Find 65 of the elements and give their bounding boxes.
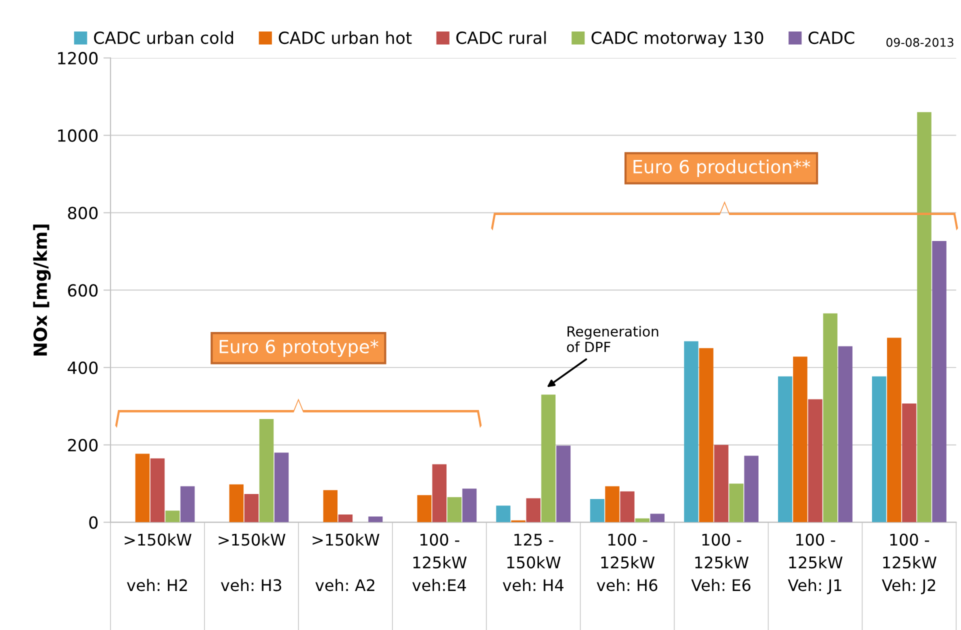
bar	[368, 516, 383, 522]
bar	[729, 484, 744, 522]
bar	[274, 452, 289, 522]
y-tick-label: 400	[68, 361, 98, 374]
annotation: Euro 6 prototype*	[220, 340, 378, 357]
bar	[496, 506, 510, 522]
bar	[338, 514, 353, 522]
bar	[229, 484, 244, 522]
category-label: >150kW veh: H2	[124, 533, 192, 592]
x-tick-label: 100 - 125kW veh:E4	[412, 534, 467, 592]
bar	[778, 376, 792, 522]
x-tick-label: 125 - 150kW veh: H4	[502, 534, 564, 592]
bar	[150, 458, 165, 522]
y-tick-label: 600	[68, 284, 98, 297]
x-tick-label: 100 - 125kW Veh: J2	[882, 534, 936, 594]
category-label: >150kW veh: H3	[218, 533, 286, 592]
y-tick-label: 1200	[58, 52, 98, 65]
bar	[556, 446, 571, 522]
bar	[180, 486, 195, 522]
y-tick-label: 0	[89, 516, 98, 529]
category-label: >150kW veh: A2	[312, 533, 380, 592]
bar	[323, 490, 338, 522]
bar	[541, 394, 556, 522]
bar	[526, 498, 540, 522]
bar	[590, 499, 604, 522]
legend-label: CADC	[808, 31, 854, 44]
bar	[902, 403, 916, 522]
bar	[793, 356, 808, 522]
bar	[744, 456, 758, 522]
bar	[932, 240, 946, 522]
bar	[620, 491, 634, 522]
bar	[635, 518, 650, 522]
bar	[432, 464, 447, 522]
y-axis-title: NOx [mg/km]	[33, 224, 51, 356]
bar	[447, 497, 462, 522]
bar	[462, 488, 477, 522]
annotation: Euro 6 production**	[634, 159, 810, 177]
legend-label: CADC urban cold	[94, 31, 234, 44]
bar	[165, 510, 180, 522]
bar	[808, 399, 822, 522]
bar	[650, 514, 665, 522]
x-tick-label: 100 - 125kW veh: H6	[596, 534, 658, 592]
x-tick-label: 100 - 125kW Veh: E6	[691, 534, 750, 592]
legend-label: CADC rural	[456, 31, 546, 44]
y-tick-label: 800	[68, 206, 98, 220]
legend-label: CADC urban hot	[278, 31, 412, 44]
bar	[135, 454, 150, 522]
text: 09-08-2013	[886, 38, 954, 47]
legend-label: CADC motorway 130	[592, 31, 764, 48]
y-tick-label: 1000	[58, 129, 98, 142]
bar	[872, 376, 886, 522]
x-tick-label: 100 - 125kW Veh: J1	[788, 534, 842, 594]
bar	[417, 495, 432, 522]
bar	[684, 341, 698, 522]
y-tick-label: 200	[68, 438, 98, 452]
bar	[699, 348, 714, 522]
bar	[823, 313, 838, 522]
bar	[838, 346, 852, 522]
bar	[605, 486, 620, 522]
bar	[887, 338, 902, 522]
annotation: Regeneration of DPF	[567, 326, 658, 352]
bar	[714, 444, 728, 522]
bar	[259, 418, 274, 522]
bar	[244, 494, 259, 522]
bar	[917, 112, 932, 522]
